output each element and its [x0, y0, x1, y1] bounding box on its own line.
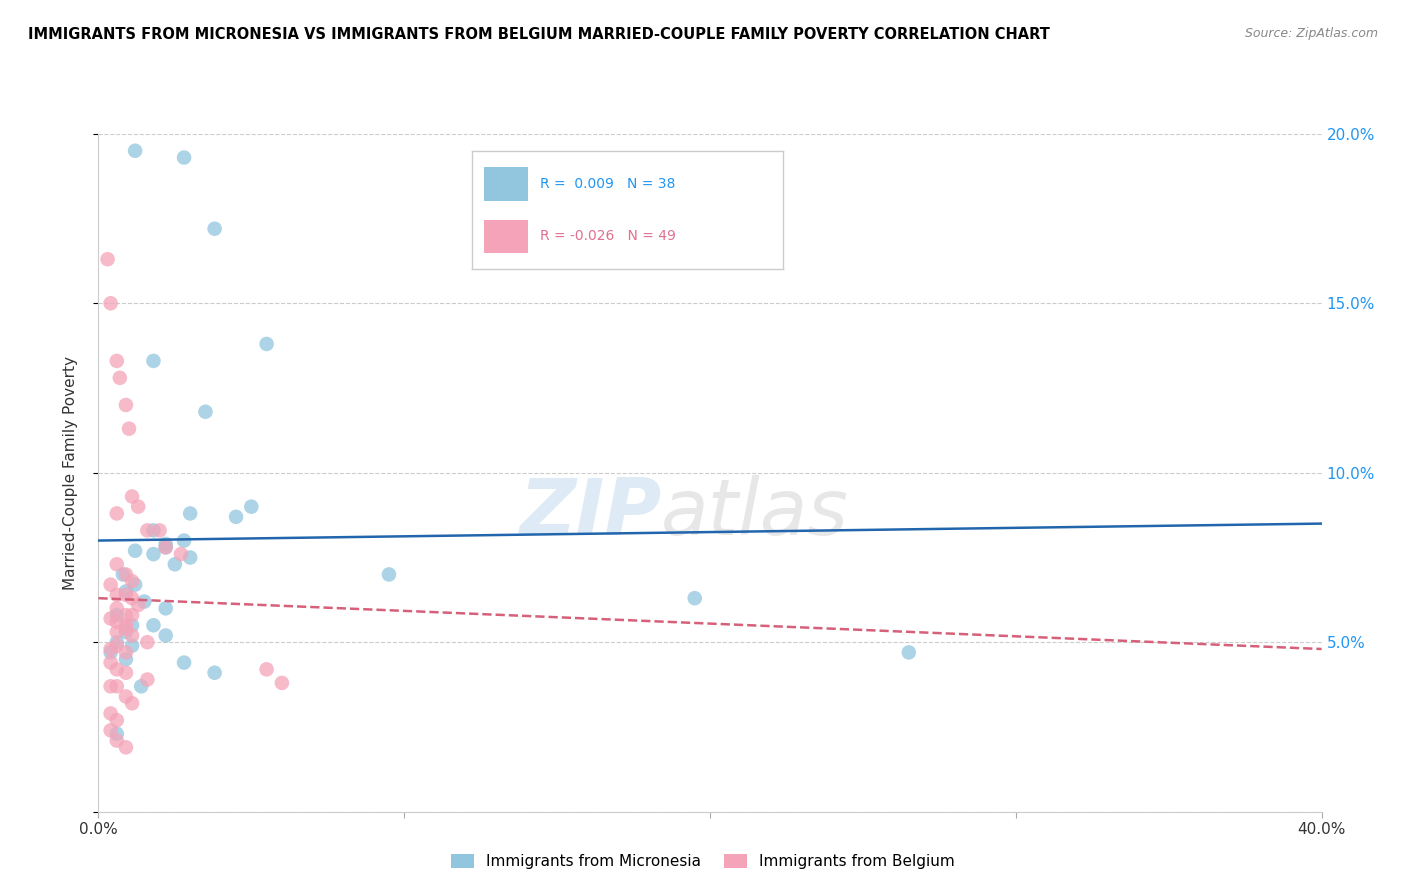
- Text: atlas: atlas: [661, 475, 849, 551]
- Y-axis label: Married-Couple Family Poverty: Married-Couple Family Poverty: [63, 356, 77, 590]
- Point: [121, 591, 143, 606]
- Point: [105, 639, 128, 653]
- Point: [204, 665, 226, 680]
- Point: [121, 628, 143, 642]
- Point: [121, 490, 143, 504]
- Point: [115, 618, 138, 632]
- Text: ZIP: ZIP: [519, 475, 661, 551]
- Point: [194, 405, 217, 419]
- Point: [142, 618, 165, 632]
- Point: [136, 524, 159, 538]
- Point: [100, 611, 122, 625]
- Point: [173, 656, 195, 670]
- Point: [105, 558, 128, 572]
- Point: [115, 690, 138, 704]
- Text: IMMIGRANTS FROM MICRONESIA VS IMMIGRANTS FROM BELGIUM MARRIED-COUPLE FAMILY POVE: IMMIGRANTS FROM MICRONESIA VS IMMIGRANTS…: [28, 27, 1050, 42]
- Point: [108, 371, 131, 385]
- Point: [105, 727, 128, 741]
- Point: [155, 601, 177, 615]
- Point: [100, 577, 122, 591]
- Point: [115, 588, 138, 602]
- Point: [155, 628, 177, 642]
- Point: [136, 635, 159, 649]
- Point: [105, 588, 128, 602]
- Point: [897, 645, 920, 659]
- Point: [121, 618, 143, 632]
- Point: [115, 608, 138, 623]
- Point: [142, 354, 165, 368]
- Point: [105, 354, 128, 368]
- Point: [149, 524, 172, 538]
- Point: [111, 567, 134, 582]
- Point: [124, 144, 146, 158]
- Point: [127, 500, 149, 514]
- Point: [115, 584, 138, 599]
- Point: [163, 558, 186, 572]
- Point: [105, 679, 128, 693]
- Point: [378, 567, 401, 582]
- Point: [115, 652, 138, 666]
- Point: [121, 696, 143, 710]
- Point: [124, 577, 146, 591]
- Point: [683, 591, 706, 606]
- Point: [121, 608, 143, 623]
- Point: [100, 642, 122, 657]
- Point: [240, 500, 263, 514]
- Point: [127, 598, 149, 612]
- Point: [115, 622, 138, 636]
- Point: [204, 221, 226, 235]
- Point: [155, 541, 177, 555]
- Point: [155, 541, 177, 555]
- Point: [256, 662, 278, 676]
- Point: [256, 337, 278, 351]
- Point: [105, 733, 128, 747]
- Point: [115, 645, 138, 659]
- Point: [105, 601, 128, 615]
- Point: [100, 656, 122, 670]
- Point: [225, 509, 247, 524]
- Point: [100, 723, 122, 738]
- Point: [115, 625, 138, 640]
- Text: Source: ZipAtlas.com: Source: ZipAtlas.com: [1244, 27, 1378, 40]
- Legend: Immigrants from Micronesia, Immigrants from Belgium: Immigrants from Micronesia, Immigrants f…: [444, 848, 962, 875]
- Point: [142, 547, 165, 561]
- Point: [105, 635, 128, 649]
- Point: [118, 422, 141, 436]
- Point: [115, 665, 138, 680]
- Point: [105, 713, 128, 727]
- Point: [129, 679, 152, 693]
- Point: [105, 507, 128, 521]
- Point: [270, 676, 294, 690]
- Point: [170, 547, 193, 561]
- Point: [105, 662, 128, 676]
- Point: [105, 625, 128, 640]
- Point: [124, 543, 146, 558]
- Point: [115, 398, 138, 412]
- Point: [155, 537, 177, 551]
- Point: [136, 673, 159, 687]
- Point: [105, 615, 128, 629]
- Point: [100, 679, 122, 693]
- Point: [121, 574, 143, 589]
- Point: [179, 507, 201, 521]
- Point: [142, 524, 165, 538]
- Point: [100, 645, 122, 659]
- Point: [105, 608, 128, 623]
- Point: [115, 740, 138, 755]
- Point: [134, 594, 156, 608]
- Point: [121, 639, 143, 653]
- Point: [179, 550, 201, 565]
- Point: [100, 706, 122, 721]
- Point: [173, 151, 195, 165]
- Point: [115, 567, 138, 582]
- Point: [100, 296, 122, 310]
- Point: [97, 252, 120, 267]
- Point: [173, 533, 195, 548]
